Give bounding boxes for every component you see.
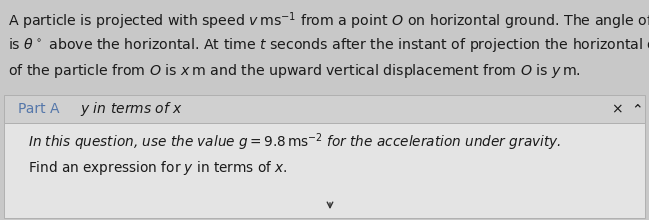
- Text: of the particle from $O$ is $x\,\mathrm{m}$ and the upward vertical displacement: of the particle from $O$ is $x\,\mathrm{…: [8, 62, 581, 80]
- FancyBboxPatch shape: [0, 0, 649, 95]
- Text: Find an expression for $y$ in terms of $x$.: Find an expression for $y$ in terms of $…: [28, 159, 288, 177]
- Text: ⌃: ⌃: [631, 102, 643, 116]
- Text: $y$ in terms of $x$: $y$ in terms of $x$: [80, 100, 183, 118]
- Text: In this question, use the value $g = 9.8\,\mathrm{ms}^{-2}$ for the acceleration: In this question, use the value $g = 9.8…: [28, 131, 561, 153]
- Text: A particle is projected with speed $v\,\mathrm{ms}^{-1}$ from a point $O$ on hor: A particle is projected with speed $v\,\…: [8, 10, 649, 32]
- FancyBboxPatch shape: [4, 95, 645, 123]
- Text: is $\theta^\circ$ above the horizontal. At time $t$ seconds after the instant of: is $\theta^\circ$ above the horizontal. …: [8, 36, 649, 54]
- Text: Part A: Part A: [18, 102, 60, 116]
- Text: ×: ×: [611, 102, 622, 116]
- FancyBboxPatch shape: [4, 123, 645, 218]
